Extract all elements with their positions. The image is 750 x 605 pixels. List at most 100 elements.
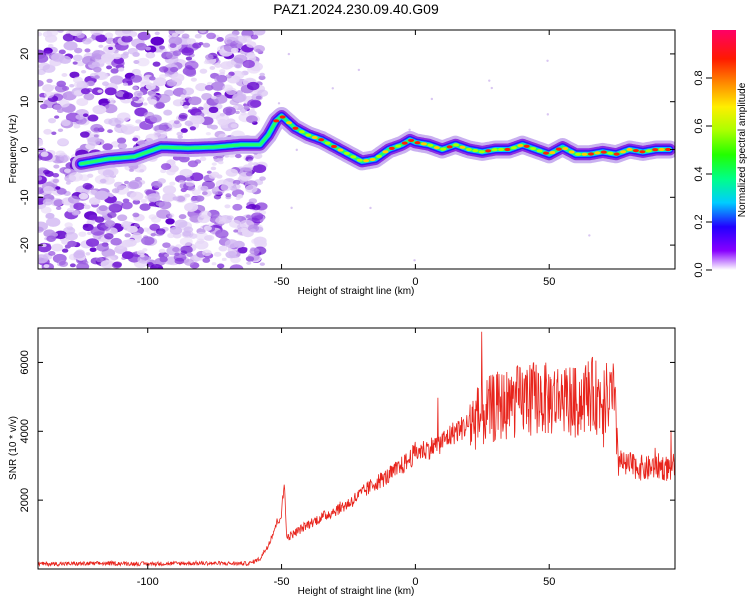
spectrogram-noise-blob <box>147 193 161 202</box>
spectrogram-noise-blob <box>235 196 241 201</box>
spectrogram-noise-blob <box>162 185 177 195</box>
spectrogram-noise-blob <box>50 198 64 207</box>
spectrogram-noise-blob <box>154 31 160 36</box>
spectrogram-noise-blob <box>42 84 54 92</box>
spectrogram-noise-blob <box>413 259 416 262</box>
spectrogram-noise-blob <box>153 101 165 109</box>
spectrogram-noise-blob <box>96 243 109 252</box>
spectrogram-noise-blob <box>105 255 116 263</box>
snr-y-tick-label: 6000 <box>19 350 31 374</box>
spectrogram-noise-blob <box>102 81 109 87</box>
spectrogram-noise-blob <box>245 154 254 161</box>
spectrogram-noise-blob <box>369 206 372 210</box>
spectrogram-noise-blob <box>149 76 156 81</box>
spectrogram-noise-blob <box>133 59 140 65</box>
spectrogram-noise-blob <box>159 45 166 50</box>
spectrogram-ridge-peak <box>427 143 434 147</box>
spectrogram-noise-blob <box>82 38 92 45</box>
spectrogram-noise-blob <box>185 180 195 187</box>
spectrogram-noise-blob <box>246 261 252 265</box>
spectrogram-ridge-peak <box>607 151 614 155</box>
spectrogram-noise-blob <box>168 30 182 36</box>
spectrogram-noise-blob <box>184 202 199 212</box>
spectrogram-noise-blob <box>245 256 255 262</box>
spectrogram-noise-blob <box>184 60 199 70</box>
spectrogram-noise-blob <box>43 264 50 269</box>
spectrogram-noise-blob <box>104 220 116 228</box>
spectrogram-ridge-peak <box>575 152 582 156</box>
spectrogram-noise-blob <box>69 84 75 88</box>
spectrogram-noise-blob <box>215 216 227 225</box>
spectrogram-noise-blob <box>169 66 179 73</box>
spectrogram-noise-blob <box>80 88 91 95</box>
spectrogram-noise-blob <box>242 59 255 69</box>
spectrogram-noise-blob <box>194 159 202 164</box>
spectrogram-noise-blob <box>117 214 128 222</box>
spectrogram-ridge-peak <box>523 144 530 148</box>
spectrogram-noise-blob <box>183 226 194 233</box>
spectrogram-noise-blob <box>201 249 212 257</box>
spectrogram-ridge-peak <box>465 147 472 152</box>
spectrogram-noise-blob <box>259 72 265 77</box>
spectrogram-noise-blob <box>45 212 55 219</box>
spectrogram-noise-blob <box>43 50 52 56</box>
spectrogram-noise-blob <box>84 48 91 53</box>
spectrogram-noise-blob <box>64 222 73 228</box>
spectrogram-noise-blob <box>180 245 193 254</box>
spectrogram-noise-blob <box>195 82 208 92</box>
spectrogram-noise-blob <box>203 225 212 231</box>
spectrogram-noise-blob <box>53 104 62 111</box>
spectrogram-noise-blob <box>43 169 51 175</box>
spectrogram-noise-blob <box>259 176 266 181</box>
spectrogram-noise-blob <box>38 79 44 87</box>
spectrogram-noise-blob <box>110 237 122 246</box>
spectrogram-noise-blob <box>46 235 56 242</box>
colorbar-tick-label: 0.6 <box>693 118 705 133</box>
spectrogram-ridge-peak <box>395 144 402 148</box>
spectrogram-noise-blob <box>140 198 147 204</box>
spectrogram-noise-blob <box>135 119 142 124</box>
spectrogram-noise-blob <box>214 75 227 84</box>
spectrogram-noise-blob <box>64 168 71 174</box>
spectrogram-ridge-peak <box>433 145 440 150</box>
spectrogram-noise-blob <box>66 207 74 213</box>
spectrogram-noise-blob <box>150 36 165 46</box>
spectrogram-noise-blob <box>205 131 211 136</box>
spectrogram-x-tick-label: 50 <box>543 276 555 288</box>
spectrogram-noise-blob <box>546 59 549 62</box>
spectrogram-noise-blob <box>150 233 156 237</box>
spectrogram-noise-blob <box>76 262 90 269</box>
spectrogram-noise-blob <box>222 106 236 116</box>
spectrogram-ridge-peak <box>324 141 331 145</box>
spectrogram-noise-blob <box>116 137 127 144</box>
spectrogram-noise-blob <box>158 66 169 73</box>
spectrogram-noise-blob <box>192 189 201 196</box>
spectrogram-noise-blob <box>132 86 138 91</box>
spectrogram-noise-blob <box>199 30 207 33</box>
spectrogram-ridge-peak <box>318 138 325 142</box>
spectrogram-noise-blob <box>121 239 133 248</box>
spectrogram-noise-blob <box>156 209 171 219</box>
spectrogram-noise-blob <box>136 139 146 146</box>
spectrogram-noise-blob <box>38 31 43 37</box>
spectrogram-noise-blob <box>38 226 44 233</box>
spectrogram-noise-blob <box>243 105 250 110</box>
spectrogram-noise-blob <box>117 112 131 122</box>
spectrogram-noise-blob <box>191 197 198 202</box>
spectrogram-noise-blob <box>169 226 183 235</box>
spectrogram-noise-blob <box>135 42 148 51</box>
spectrogram-noise-blob <box>163 109 173 116</box>
spectrogram-noise-blob <box>277 102 281 105</box>
spectrogram-noise-blob <box>179 168 193 178</box>
spectrogram-noise-blob <box>180 128 188 133</box>
spectrogram-noise-blob <box>54 230 67 240</box>
spectrogram-noise-blob <box>199 68 208 74</box>
spectrogram-noise-blob <box>43 128 52 135</box>
spectrogram-noise-blob <box>52 178 59 184</box>
spectrogram-noise-blob <box>51 131 57 135</box>
spectrogram-noise-blob <box>89 247 97 253</box>
spectrogram-noise-blob <box>172 99 184 107</box>
spectrogram-noise-blob <box>55 206 62 210</box>
spectrogram-noise-blob <box>189 126 196 131</box>
